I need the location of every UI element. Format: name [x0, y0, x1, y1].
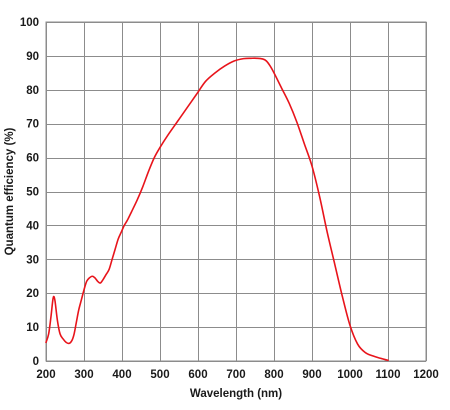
y-tick-label: 30 [26, 254, 39, 266]
y-tick-label: 50 [26, 187, 39, 199]
x-tick-label: 500 [150, 369, 169, 381]
x-tick-labels: 200 300 400 500 600 700 800 900 1000 1100 1200 [36, 369, 438, 381]
y-tick-label: 20 [26, 288, 39, 300]
x-tick-label: 300 [74, 369, 93, 381]
x-tick-label: 1000 [337, 369, 363, 381]
x-tick-label: 600 [188, 369, 207, 381]
y-tick-label: 0 [33, 356, 39, 368]
x-tick-label: 200 [36, 369, 55, 381]
x-tick-label: 1200 [413, 369, 439, 381]
x-tick-label: 800 [264, 369, 283, 381]
y-axis-title: Quantum efficiency (%) [4, 127, 16, 255]
x-tick-label: 1100 [376, 369, 401, 381]
y-tick-label: 70 [26, 119, 39, 131]
x-tick-label: 700 [226, 369, 245, 381]
x-axis-title: Wavelength (nm) [190, 388, 282, 400]
y-tick-label: 90 [26, 51, 39, 63]
y-tick-labels: 0 10 20 30 40 50 60 70 80 90 100 [20, 17, 39, 368]
grid-lines [46, 22, 427, 362]
y-tick-label: 40 [26, 220, 39, 232]
y-tick-label: 60 [26, 153, 39, 165]
y-tick-label: 10 [26, 322, 39, 334]
qe-series-line [45, 57, 389, 362]
x-tick-label: 400 [112, 369, 131, 381]
plot-area-frame [45, 21, 427, 362]
x-tick-label: 900 [302, 369, 321, 381]
y-tick-label: 100 [20, 17, 39, 29]
series-group [45, 57, 389, 362]
y-tick-label: 80 [26, 85, 39, 97]
